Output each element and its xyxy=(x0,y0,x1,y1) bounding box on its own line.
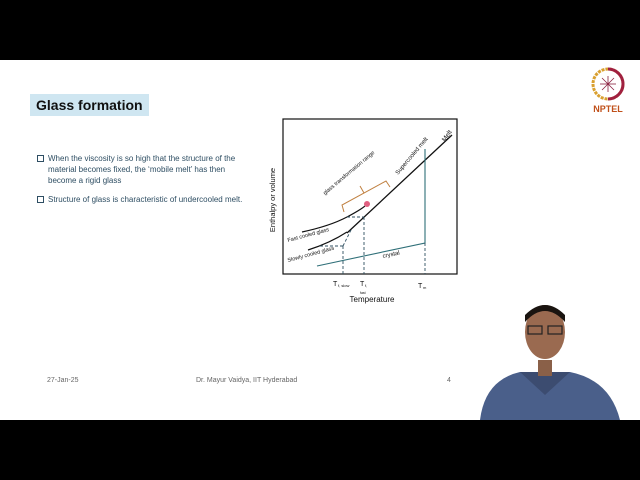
y-axis-label: Enthalpy or volume xyxy=(268,168,277,232)
tick-tm: T xyxy=(418,283,423,290)
tick-tfast-sub: f, xyxy=(365,283,367,288)
crystal-label: crystal xyxy=(382,250,400,259)
bullet-item: Structure of glass is characteristic of … xyxy=(37,194,252,205)
range-label: glass transformation range xyxy=(322,150,376,196)
presenter-video xyxy=(480,305,620,420)
checkbox-bullet-icon xyxy=(37,196,44,203)
logo-text: NPTEL xyxy=(593,104,623,114)
slow-cooled-curve xyxy=(307,231,348,251)
footer-author: Dr. Mayur Vaidya, IIT Hyderabad xyxy=(196,377,298,384)
transformation-range-bracket xyxy=(341,180,391,213)
slide-title: Glass formation xyxy=(30,94,149,116)
melt-line xyxy=(346,134,453,234)
slide: Glass formation When the viscosity is so… xyxy=(0,60,640,420)
bullet-text: Structure of glass is characteristic of … xyxy=(48,195,243,204)
nptel-logo: NPTEL xyxy=(588,66,628,116)
checkbox-bullet-icon xyxy=(37,155,44,162)
tick-tfast-sub2: fast xyxy=(360,291,366,295)
footer-date: 27-Jan-25 xyxy=(47,377,79,384)
tick-tslow-sub: f, slow xyxy=(338,283,349,288)
bullet-list: When the viscosity is so high that the s… xyxy=(37,153,252,213)
x-axis-label: Temperature xyxy=(350,295,395,304)
tick-tm-sub: m xyxy=(423,285,427,290)
tick-tslow: T xyxy=(333,281,338,288)
bullet-item: When the viscosity is so high that the s… xyxy=(37,153,252,186)
melt-label: Melt xyxy=(441,129,454,143)
fast-label: Fast cooled glass xyxy=(287,227,330,244)
tick-tfast: T xyxy=(360,281,365,288)
plot-frame xyxy=(282,118,458,275)
pointer-dot xyxy=(364,201,370,207)
dashed-guides xyxy=(320,216,426,274)
fast-cooled-curve xyxy=(301,203,368,233)
footer-page: 4 xyxy=(447,377,451,384)
bullet-text: When the viscosity is so high that the s… xyxy=(48,154,236,185)
